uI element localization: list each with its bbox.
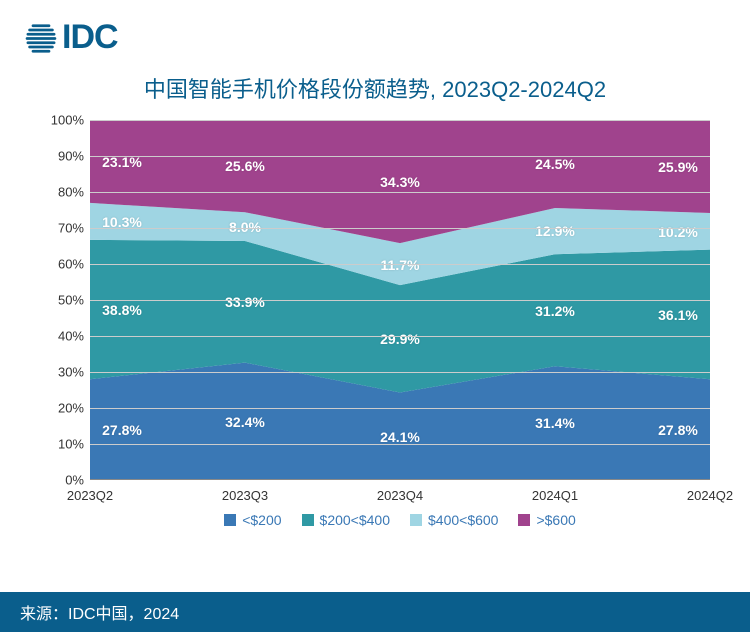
legend-label: <$200 [242, 512, 281, 528]
legend-item: >$600 [518, 512, 575, 528]
y-tick-label: 70% [40, 221, 84, 236]
legend-item: $400<$600 [410, 512, 498, 528]
data-label: 27.8% [658, 422, 698, 438]
source-text: 来源：IDC中国，2024 [20, 600, 179, 624]
data-label: 34.3% [380, 174, 420, 190]
data-label: 24.5% [535, 156, 575, 172]
legend-item: $200<$400 [302, 512, 390, 528]
y-tick-label: 50% [40, 293, 84, 308]
data-label: 25.9% [658, 159, 698, 175]
logo-text: IDC [62, 18, 118, 57]
legend-swatch [302, 514, 314, 526]
x-tick-label: 2023Q2 [67, 488, 113, 503]
legend: <$200 $200<$400 $400<$600 >$600 [90, 512, 710, 529]
source-bar: 来源：IDC中国，2024 [0, 592, 750, 632]
data-label: 32.4% [225, 414, 265, 430]
y-tick-label: 100% [40, 113, 84, 128]
y-tick-label: 80% [40, 185, 84, 200]
x-tick-label: 2024Q1 [532, 488, 578, 503]
data-label: 24.1% [380, 429, 420, 445]
page: IDC 中国智能手机价格段份额趋势, 2023Q2-2024Q2 0% 10% 20… [0, 0, 750, 632]
y-tick-label: 0% [40, 473, 84, 488]
data-label: 29.9% [380, 331, 420, 347]
data-label: 8.0% [229, 219, 261, 235]
data-label: 27.8% [102, 422, 142, 438]
legend-label: $400<$600 [428, 512, 498, 528]
legend-swatch [224, 514, 236, 526]
data-label: 36.1% [658, 307, 698, 323]
idc-globe-icon [24, 21, 58, 55]
x-tick-label: 2023Q4 [377, 488, 423, 503]
data-label: 10.2% [658, 224, 698, 240]
data-label: 31.4% [535, 415, 575, 431]
legend-item: <$200 [224, 512, 281, 528]
data-label: 25.6% [225, 158, 265, 174]
data-label: 12.9% [535, 223, 575, 239]
data-label: 31.2% [535, 303, 575, 319]
x-tick-label: 2024Q2 [687, 488, 733, 503]
data-label: 33.9% [225, 294, 265, 310]
legend-swatch [518, 514, 530, 526]
y-tick-label: 60% [40, 257, 84, 272]
data-label: 38.8% [102, 302, 142, 318]
legend-label: $200<$400 [320, 512, 390, 528]
logo: IDC [24, 18, 118, 57]
x-tick-label: 2023Q3 [222, 488, 268, 503]
legend-swatch [410, 514, 422, 526]
y-tick-label: 40% [40, 329, 84, 344]
y-tick-label: 90% [40, 149, 84, 164]
plot-area: 27.8% 32.4% 24.1% 31.4% 27.8% 38.8% 33.9% 29.9%… [90, 120, 710, 480]
legend-label: >$600 [536, 512, 575, 528]
chart-title: 中国智能手机价格段份额趋势, 2023Q2-2024Q2 [0, 72, 750, 104]
y-tick-label: 20% [40, 401, 84, 416]
y-tick-label: 10% [40, 437, 84, 452]
y-tick-label: 30% [40, 365, 84, 380]
chart: 0% 10% 20% 30% 40% 50% 60% 70% 80% 90% 100% 27.8% 3… [40, 112, 720, 532]
